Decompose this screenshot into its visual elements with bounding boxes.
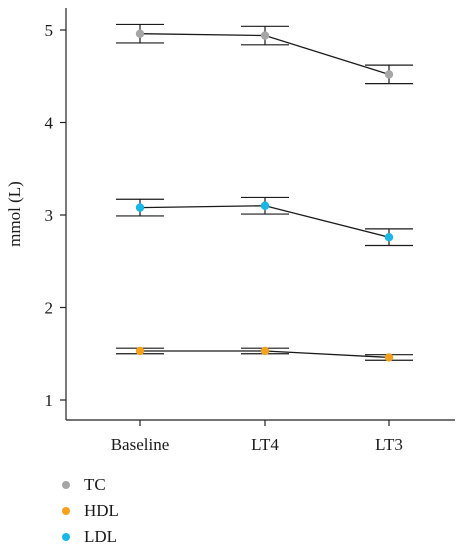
legend-label: LDL xyxy=(84,527,118,546)
data-point xyxy=(135,29,145,38)
x-tick-label: Baseline xyxy=(111,435,170,454)
legend-item-hdl: HDL xyxy=(62,498,119,524)
y-tick-label: 2 xyxy=(45,299,54,318)
series-tc xyxy=(116,23,413,85)
series-hdl xyxy=(116,346,413,362)
y-axis-title: mmol (L) xyxy=(5,181,24,247)
chart-marks xyxy=(116,23,413,362)
series-ldl xyxy=(116,196,413,247)
data-point xyxy=(384,233,394,242)
legend-marker xyxy=(62,507,70,515)
line-chart: 1 2 3 4 5 Baseline LT4 LT3 mmol (L) xyxy=(5,8,455,454)
legend-marker xyxy=(62,533,70,541)
y-tick-label: 3 xyxy=(45,206,54,225)
y-tick-label: 1 xyxy=(45,391,54,410)
data-point xyxy=(135,203,145,212)
y-tick-label: 5 xyxy=(45,21,54,40)
data-point xyxy=(260,346,270,356)
legend-marker xyxy=(62,481,70,489)
x-tick-label: LT3 xyxy=(375,435,403,454)
legend-label: TC xyxy=(84,475,106,494)
data-point xyxy=(260,201,270,210)
data-point xyxy=(135,346,145,356)
legend-label: HDL xyxy=(84,501,119,520)
x-tick-label: LT4 xyxy=(251,435,279,454)
legend-item-ldl: LDL xyxy=(62,524,119,550)
data-point xyxy=(384,70,394,79)
y-tick-label: 4 xyxy=(45,114,54,133)
data-point xyxy=(384,353,394,362)
axes: 1 2 3 4 5 Baseline LT4 LT3 mmol (L) xyxy=(5,8,455,454)
legend: TC HDL LDL xyxy=(62,472,119,550)
legend-item-tc: TC xyxy=(62,472,119,498)
data-point xyxy=(260,31,270,40)
